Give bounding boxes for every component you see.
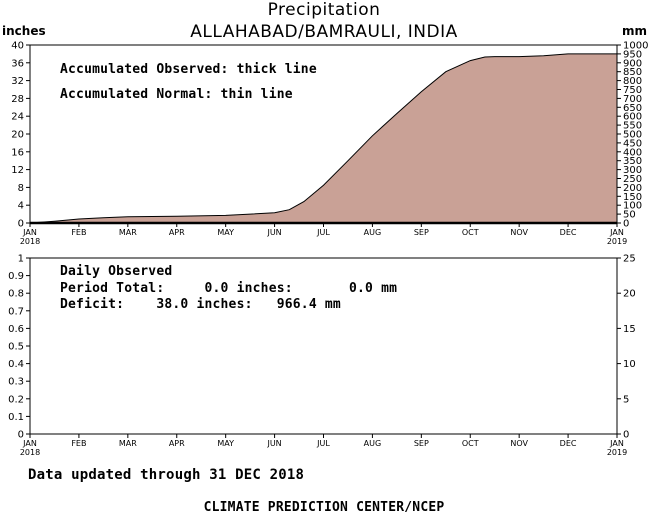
y-tick-label-left: 0.7 xyxy=(8,306,24,317)
legend-observed: Accumulated Observed: thick line xyxy=(60,62,317,77)
x-tick-label: JUL xyxy=(316,439,330,448)
x-tick-label: AUG xyxy=(364,228,382,237)
x-year-start: 2018 xyxy=(20,448,40,457)
left-unit-label: inches xyxy=(2,24,46,38)
y-tick-label-left: 0 xyxy=(18,430,24,441)
credit: CLIMATE PREDICTION CENTER/NCEP xyxy=(203,500,445,515)
x-tick-label: MAR xyxy=(119,228,137,237)
y-tick-label-right: 250 xyxy=(623,174,642,185)
x-tick-label: MAY xyxy=(217,228,234,237)
x-year-end: 2019 xyxy=(607,448,627,457)
y-tick-label-right: 5 xyxy=(623,394,629,405)
y-tick-label-left: 16 xyxy=(11,147,24,158)
x-tick-label: APR xyxy=(169,439,185,448)
x-tick-label: MAR xyxy=(119,439,137,448)
y-tick-label-left: 0.5 xyxy=(8,342,24,353)
x-tick-label: JAN xyxy=(22,228,37,237)
x-tick-label: AUG xyxy=(364,439,382,448)
y-tick-label-right: 650 xyxy=(623,103,642,114)
y-tick-label-right: 20 xyxy=(623,289,636,300)
y-tick-label-right: 15 xyxy=(623,324,636,335)
station-name: ALLAHABAD/BAMRAULI, INDIA xyxy=(190,22,458,42)
x-tick-label: NOV xyxy=(510,439,528,448)
x-tick-label: DEC xyxy=(560,228,577,237)
x-tick-label: NOV xyxy=(510,228,528,237)
y-tick-label-right: 700 xyxy=(623,94,642,105)
y-tick-label-right: 10 xyxy=(623,359,636,370)
x-tick-label: OCT xyxy=(462,228,479,237)
chart-title: Precipitation xyxy=(267,0,381,20)
y-tick-label-right: 800 xyxy=(623,76,642,87)
y-tick-label-left: 0.4 xyxy=(8,359,24,370)
y-tick-label-left: 0 xyxy=(18,219,24,230)
y-tick-label-right: 400 xyxy=(623,147,642,158)
x-tick-label: JAN xyxy=(609,228,624,237)
deficit: Deficit: 38.0 inches: 966.4 mm xyxy=(60,297,341,312)
x-tick-label: JAN xyxy=(609,439,624,448)
normal-line xyxy=(29,53,617,224)
y-tick-label-right: 200 xyxy=(623,183,642,194)
x-tick-label: APR xyxy=(169,228,185,237)
y-tick-label-left: 32 xyxy=(11,76,24,87)
x-tick-label: SEP xyxy=(414,439,429,448)
y-tick-label-right: 600 xyxy=(623,112,642,123)
x-tick-label: SEP xyxy=(414,228,429,237)
y-tick-label-right: 0 xyxy=(623,219,629,230)
y-tick-label-left: 24 xyxy=(11,112,24,123)
y-tick-label-right: 0 xyxy=(623,430,629,441)
right-unit-label: mm xyxy=(622,24,648,38)
y-tick-label-right: 100 xyxy=(623,201,642,212)
y-tick-label-right: 150 xyxy=(623,192,642,203)
y-tick-label-right: 550 xyxy=(623,121,642,132)
x-year-end: 2019 xyxy=(607,237,627,246)
x-tick-label: JUN xyxy=(266,439,281,448)
data-updated: Data updated through 31 DEC 2018 xyxy=(28,467,305,483)
y-tick-label-right: 50 xyxy=(623,210,636,221)
y-tick-label-right: 900 xyxy=(623,58,642,69)
x-tick-label: JUL xyxy=(316,228,330,237)
y-tick-label-left: 20 xyxy=(11,130,24,141)
x-tick-label: OCT xyxy=(462,439,479,448)
y-tick-label-right: 25 xyxy=(623,254,636,265)
y-tick-label-left: 0.9 xyxy=(8,271,24,282)
y-tick-label-left: 36 xyxy=(11,58,24,69)
x-tick-label: DEC xyxy=(560,439,577,448)
y-tick-label-right: 300 xyxy=(623,165,642,176)
y-tick-label-left: 8 xyxy=(18,183,24,194)
x-tick-label: FEB xyxy=(71,439,86,448)
y-tick-label-right: 950 xyxy=(623,49,642,60)
y-tick-label-right: 500 xyxy=(623,130,642,141)
y-tick-label-left: 0.8 xyxy=(8,289,24,300)
x-tick-label: JAN xyxy=(22,439,37,448)
x-tick-label: JUN xyxy=(266,228,281,237)
y-tick-label-right: 750 xyxy=(623,85,642,96)
y-tick-label-left: 1 xyxy=(18,254,24,265)
y-tick-label-left: 4 xyxy=(18,201,24,212)
y-tick-label-left: 0.3 xyxy=(8,377,24,388)
y-tick-label-left: 0.2 xyxy=(8,394,24,405)
y-tick-label-left: 12 xyxy=(11,165,24,176)
y-tick-label-left: 0.1 xyxy=(8,412,24,423)
accumulated-panel: 0481216202428323640050100150200250300350… xyxy=(11,41,648,247)
daily-panel: 00.10.20.30.40.50.60.70.80.910510152025J… xyxy=(8,254,636,458)
period-total: Period Total: 0.0 inches: 0.0 mm xyxy=(60,281,398,296)
y-tick-label-right: 850 xyxy=(623,67,642,78)
normal-area xyxy=(30,53,617,224)
y-tick-label-right: 1000 xyxy=(623,41,648,52)
y-tick-label-left: 28 xyxy=(11,94,24,105)
legend-normal: Accumulated Normal: thin line xyxy=(60,87,293,102)
x-tick-label: MAY xyxy=(217,439,234,448)
y-tick-label-left: 0.6 xyxy=(8,324,24,335)
daily-heading: Daily Observed xyxy=(60,264,173,279)
y-tick-label-right: 450 xyxy=(623,138,642,149)
x-year-start: 2018 xyxy=(20,237,40,246)
x-tick-label: FEB xyxy=(71,228,86,237)
y-tick-label-left: 40 xyxy=(11,41,24,52)
y-tick-label-right: 350 xyxy=(623,156,642,167)
